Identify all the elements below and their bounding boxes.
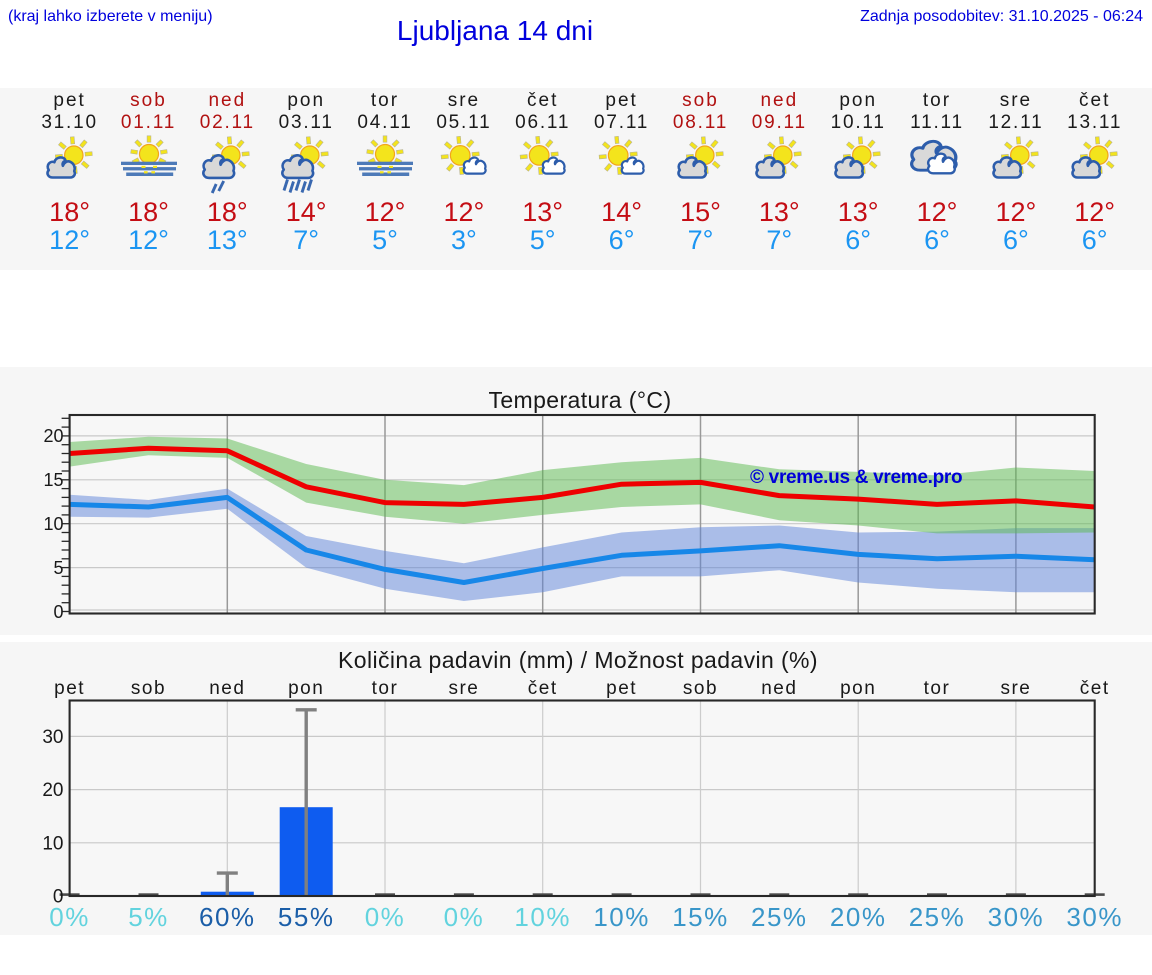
svg-text:55%: 55% (278, 902, 335, 932)
svg-text:pet: pet (54, 678, 85, 699)
svg-text:0: 0 (53, 602, 63, 622)
svg-text:sob: sob (131, 678, 166, 699)
svg-text:10: 10 (43, 514, 63, 534)
svg-text:čet: čet (1080, 678, 1110, 699)
svg-text:pon: pon (288, 678, 324, 699)
svg-text:15%: 15% (672, 902, 729, 932)
svg-text:tor: tor (924, 678, 951, 699)
svg-text:10%: 10% (514, 902, 571, 932)
svg-text:30%: 30% (1066, 902, 1123, 932)
svg-text:sob: sob (683, 678, 718, 699)
svg-text:tor: tor (372, 678, 399, 699)
svg-text:5: 5 (53, 558, 63, 578)
svg-text:5%: 5% (128, 902, 169, 932)
svg-text:© vreme.us & vreme.pro: © vreme.us & vreme.pro (750, 467, 962, 488)
svg-text:0%: 0% (444, 902, 485, 932)
svg-text:20%: 20% (830, 902, 887, 932)
svg-text:ned: ned (761, 678, 797, 699)
svg-text:čet: čet (528, 678, 558, 699)
svg-text:pon: pon (840, 678, 876, 699)
svg-text:25%: 25% (751, 902, 808, 932)
svg-text:10: 10 (42, 833, 63, 854)
svg-text:sre: sre (448, 678, 479, 699)
svg-text:Temperatura (°C): Temperatura (°C) (488, 387, 671, 413)
svg-text:pet: pet (606, 678, 637, 699)
svg-text:20: 20 (43, 426, 63, 446)
svg-text:15: 15 (43, 470, 63, 490)
svg-text:30: 30 (42, 727, 63, 748)
svg-text:0%: 0% (365, 902, 406, 932)
svg-text:25%: 25% (909, 902, 966, 932)
svg-text:0: 0 (53, 887, 64, 908)
svg-text:60%: 60% (199, 902, 256, 932)
svg-text:30%: 30% (988, 902, 1045, 932)
svg-text:10%: 10% (593, 902, 650, 932)
svg-text:Količina padavin (mm) / Možnos: Količina padavin (mm) / Možnost padavin … (338, 647, 818, 673)
svg-text:sre: sre (1000, 678, 1031, 699)
svg-text:0%: 0% (49, 902, 90, 932)
svg-text:20: 20 (42, 780, 63, 801)
svg-text:ned: ned (209, 678, 245, 699)
